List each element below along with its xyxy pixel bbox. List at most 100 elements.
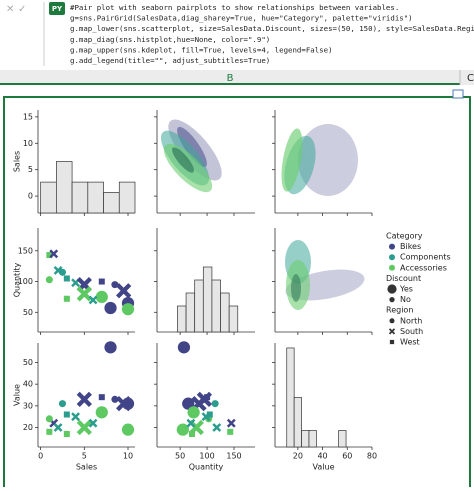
confirm-icon[interactable]: ✓	[18, 4, 26, 15]
scatter-point	[98, 278, 105, 285]
x-axis-label: Value	[313, 463, 335, 472]
legend-label: No	[400, 295, 411, 304]
hist-bar	[185, 292, 196, 333]
scatter-point	[45, 415, 53, 423]
y-axis-label: Quantity	[13, 262, 22, 297]
scatter-point	[116, 283, 132, 299]
y-tick-label: 50	[23, 308, 33, 317]
hist-bar	[40, 181, 57, 214]
scatter-point	[211, 400, 219, 408]
x-axis-label: Quantity	[189, 463, 224, 472]
legend-swatch	[389, 318, 395, 324]
scatter-point	[98, 394, 105, 401]
y-tick-label: 0	[28, 192, 33, 201]
scatter-point	[201, 412, 211, 422]
scatter-point	[45, 276, 53, 284]
column-c[interactable]: C	[467, 73, 474, 84]
y-tick-label: 10	[23, 139, 33, 148]
legend-title: Region	[386, 306, 413, 315]
x-tick-label: 5	[82, 452, 87, 461]
scatter-point	[46, 428, 53, 435]
y-axis-label: Sales	[13, 151, 22, 172]
scatter-point	[227, 428, 234, 435]
x-tick-label: 40	[317, 452, 327, 461]
hist-bar	[177, 305, 187, 333]
hist-bar	[87, 181, 104, 214]
scatter-point	[187, 406, 200, 419]
kde-contour	[291, 274, 301, 302]
y-tick-label: 100	[18, 277, 33, 286]
legend-swatch	[389, 264, 395, 271]
y-tick-label: 15	[23, 112, 33, 121]
scatter-point	[104, 301, 117, 315]
hist-bar	[211, 279, 221, 333]
hist-bar	[202, 266, 213, 333]
py-badge	[49, 2, 65, 15]
hist-bar	[338, 430, 347, 448]
legend-label: Accessories	[400, 263, 447, 272]
scatter-point	[111, 395, 119, 403]
legend-title: Discount	[386, 274, 421, 283]
kde-contour	[281, 128, 303, 192]
scatter-point	[46, 252, 53, 259]
scatter-point	[95, 406, 108, 419]
scatter-point	[226, 418, 236, 428]
legend-title: Category	[386, 232, 423, 241]
scatter-point	[58, 400, 67, 408]
scatter-point	[76, 286, 92, 302]
formula-area	[0, 0, 474, 68]
code-line: g=sns.PairGrid(SalesData,diag_sharey=Tru…	[70, 14, 413, 23]
code-line: g.map_lower(sns.scatterplot, size=SalesD…	[70, 24, 474, 33]
scatter-point	[186, 418, 196, 428]
legend-swatch	[387, 284, 397, 294]
kde-contour	[172, 147, 194, 173]
scatter-point	[53, 423, 63, 432]
scatter-point	[176, 423, 189, 436]
legend-label: West	[400, 338, 420, 347]
x-axis-label: Sales	[76, 463, 97, 472]
y-tick-label: 20	[23, 423, 33, 432]
x-tick-label: 50	[175, 452, 185, 461]
hist-bar	[301, 430, 310, 448]
scatter-point	[63, 275, 70, 282]
x-tick-label: 0	[38, 452, 43, 461]
card-icon[interactable]	[452, 89, 464, 99]
scatter-point	[63, 430, 70, 438]
y-tick-label: 30	[23, 401, 33, 410]
hist-bar	[228, 305, 239, 333]
scatter-point	[88, 418, 98, 428]
y-tick-label: 5	[28, 165, 33, 174]
py-badge-text: PY	[52, 5, 63, 13]
legend-swatch	[389, 243, 395, 250]
scatter-point	[121, 303, 135, 316]
scatter-point	[212, 423, 222, 432]
hist-bar	[103, 192, 120, 214]
legend-label: Yes	[399, 285, 413, 294]
legend-swatch	[388, 328, 396, 335]
x-tick-label: 80	[367, 452, 377, 461]
scatter-point	[71, 412, 80, 422]
legend-swatch	[389, 254, 395, 261]
hist-bar	[308, 430, 317, 448]
column-b[interactable]: B	[227, 73, 234, 84]
scatter-point	[121, 397, 135, 410]
y-tick-label: 150	[18, 246, 33, 255]
hist-bar	[293, 397, 302, 448]
legend-swatch	[389, 296, 395, 303]
hist-bar	[56, 161, 73, 214]
kde-contour	[177, 126, 207, 168]
cancel-icon[interactable]: ✕	[6, 4, 14, 15]
scatter-point	[76, 391, 92, 407]
legend-label: South	[400, 327, 423, 336]
hist-bar	[286, 347, 295, 448]
legend-label: Components	[400, 253, 451, 262]
hist-bar	[71, 181, 89, 214]
column-header	[0, 70, 474, 85]
code-line: g.add_legend(title="", adjust_subtitles=…	[70, 56, 270, 65]
scatter-point	[95, 290, 108, 304]
scatter-point	[49, 249, 59, 259]
legend-label: Bikes	[400, 242, 421, 251]
x-tick-label: 100	[199, 452, 214, 461]
